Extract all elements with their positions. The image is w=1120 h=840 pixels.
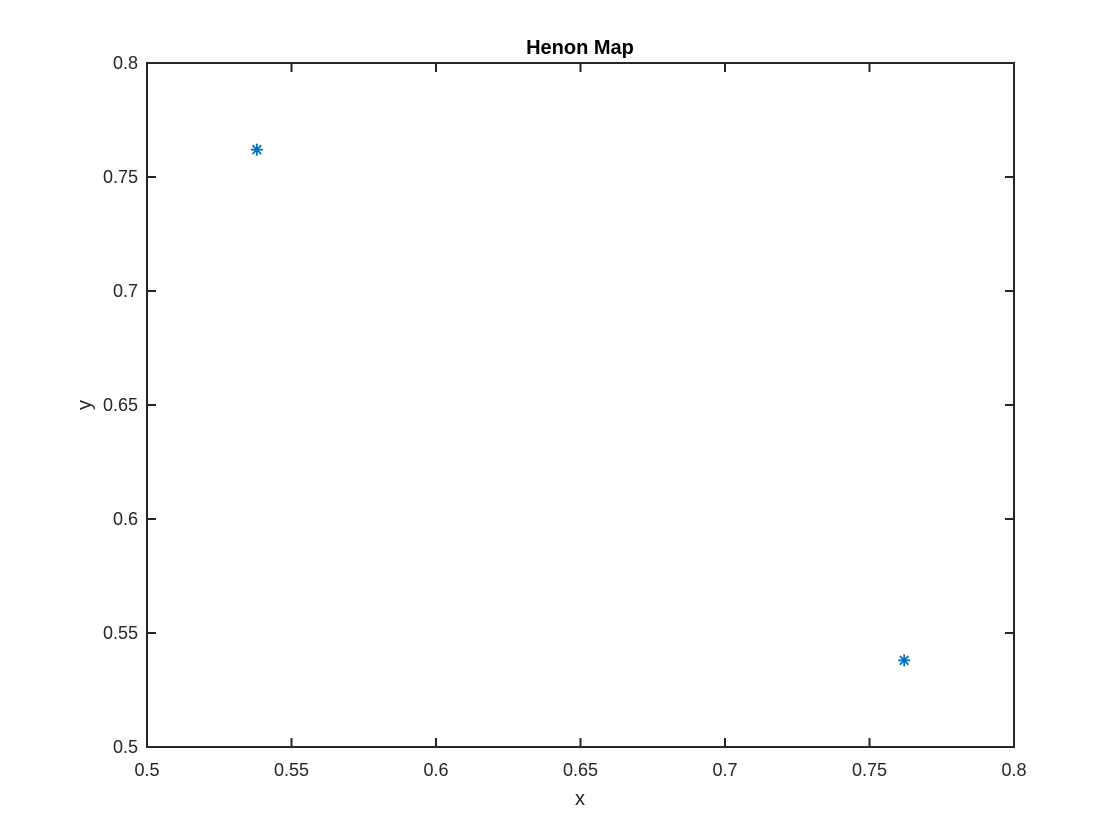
points-layer xyxy=(250,143,911,667)
ticks-layer: 0.5 0.55 0.6 0.65 0.7 0.75 0.8 0.5 0.55 0.6 0.65 0.… xyxy=(103,53,1027,780)
y-tick-label: 0.8 xyxy=(113,53,138,73)
y-tick-label: 0.5 xyxy=(113,737,138,757)
x-tick-label: 0.75 xyxy=(852,760,887,780)
x-axis-label: x xyxy=(575,788,585,810)
x-tick-label: 0.55 xyxy=(274,760,309,780)
data-point xyxy=(250,143,263,156)
data-point xyxy=(898,654,911,667)
y-tick-label: 0.6 xyxy=(113,509,138,529)
x-tick-label: 0.8 xyxy=(1001,760,1026,780)
x-tick-label: 0.65 xyxy=(563,760,598,780)
y-tick-label: 0.75 xyxy=(103,167,138,187)
chart-title: Henon Map xyxy=(526,37,634,59)
y-axis-label: y xyxy=(74,400,96,410)
y-tick-label: 0.7 xyxy=(113,281,138,301)
y-tick-label: 0.65 xyxy=(103,395,138,415)
y-tick-label: 0.55 xyxy=(103,623,138,643)
x-tick-label: 0.7 xyxy=(712,760,737,780)
axes-box xyxy=(146,62,1015,748)
x-tick-label: 0.6 xyxy=(423,760,448,780)
x-tick-label: 0.5 xyxy=(134,760,159,780)
